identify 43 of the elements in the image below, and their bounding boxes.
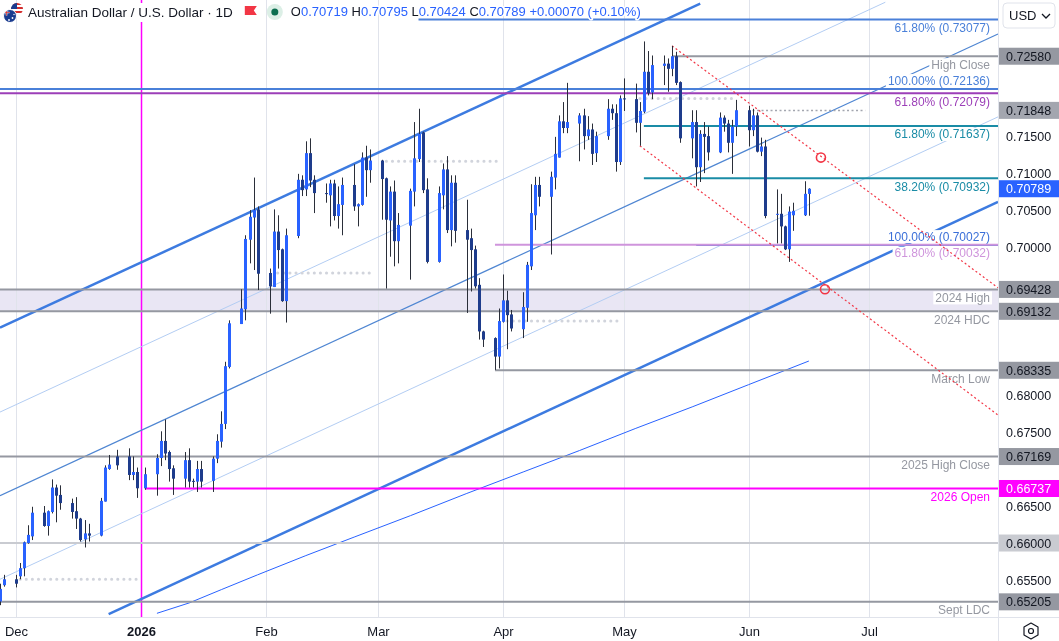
x-tick-label: May: [612, 624, 638, 639]
x-tick-label: 2026: [127, 624, 156, 639]
series-label: 100.00% (0.72136): [887, 73, 990, 88]
y-tick-label: 0.70000: [1006, 240, 1052, 255]
y-tick-label: 0.71000: [1006, 166, 1052, 181]
series-label: 2026 Open: [930, 490, 990, 504]
y-tick-label: 0.66000: [1006, 536, 1052, 551]
y-tick-label: 0.69132: [1006, 304, 1052, 319]
y-tick-label: 0.69428: [1006, 282, 1052, 297]
x-tick-label: Jun: [739, 624, 760, 639]
y-tick-label: 0.67500: [1006, 425, 1052, 440]
x-tick-label: Jul: [861, 624, 878, 639]
y-tick-label: 0.71848: [1006, 103, 1052, 118]
series-label: 61.80% (0.72079): [894, 94, 990, 109]
series-label: 2024 HDC: [933, 312, 991, 327]
y-tick-label: 0.67169: [1006, 450, 1052, 465]
y-tick-label: 0.66500: [1006, 499, 1052, 514]
x-tick-label: Dec: [4, 624, 29, 639]
x-tick-label: Apr: [493, 624, 515, 639]
y-tick-label: 0.65500: [1006, 573, 1052, 588]
series-label: 2024 High: [935, 290, 990, 305]
x-tick-label: Mar: [367, 624, 391, 639]
series-label: March Low: [931, 371, 991, 386]
series-label: 38.20% (0.70932): [894, 179, 990, 194]
y-tick-label: 0.71500: [1006, 129, 1052, 144]
y-axis-title: USD: [1009, 8, 1037, 23]
series-label: Sept LDC: [937, 603, 991, 618]
series-label: 61.80% (0.70032): [894, 246, 990, 261]
series-label: 61.80% (0.71637): [894, 127, 990, 142]
y-tick-label: 0.68000: [1006, 388, 1052, 403]
y-tick-label: 0.68335: [1006, 363, 1052, 378]
series-label: 2025 High Close: [901, 458, 991, 473]
series-label: High Close: [931, 57, 991, 72]
y-tick-label: 0.66737: [1006, 482, 1052, 496]
y-tick-label: 0.70500: [1006, 203, 1052, 218]
series-label: 100.00% (0.70027): [887, 229, 990, 244]
y-tick-label: 0.72580: [1006, 49, 1052, 64]
series-label: 61.80% (0.73077): [894, 20, 990, 35]
y-tick-label: 0.70789: [1006, 182, 1052, 197]
text: O0.70719 H0.70795 L0.70424 C0.70789 +0.00070 (+0.10%): [290, 4, 641, 19]
y-tick-label: 0.65205: [1006, 595, 1052, 610]
x-tick-label: Feb: [255, 624, 278, 639]
chart-title: Australian Dollar / U.S. Dollar · 1D: [28, 5, 234, 20]
